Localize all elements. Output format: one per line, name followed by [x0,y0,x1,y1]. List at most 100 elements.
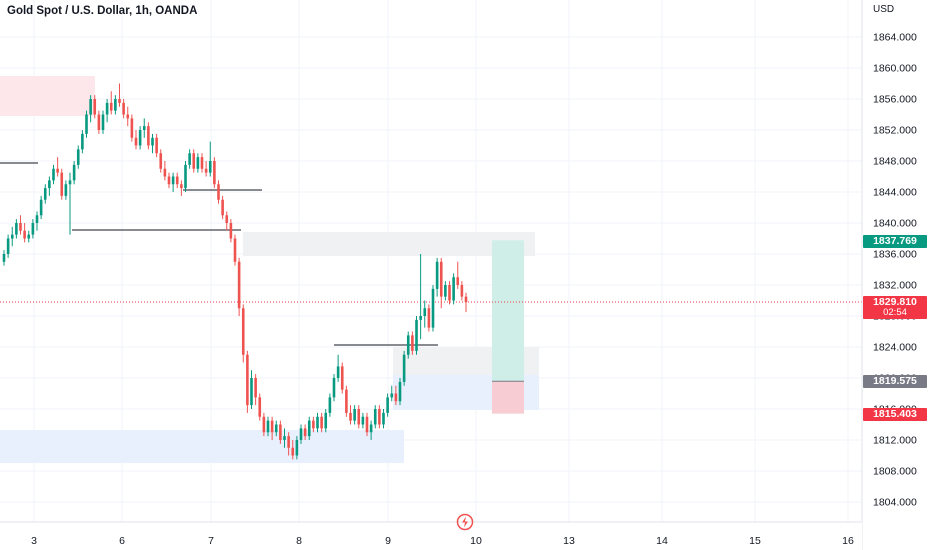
bar-countdown: 02:54 [883,307,907,318]
y-tick-label: 1860.000 [873,63,917,75]
candle-body [184,164,187,189]
candle-body [64,184,68,196]
candle-body [357,409,361,425]
y-tick-label: 1804.000 [873,497,917,509]
candle-body [118,99,121,103]
candle-body [349,412,352,421]
x-tick-label: 3 [31,535,37,547]
y-tick-label: 1856.000 [873,94,917,106]
candle-body [138,130,142,146]
snapshot-icon[interactable] [456,513,474,531]
candle-body [328,397,332,413]
candle-body [204,168,208,173]
chart-title: Gold Spot / U.S. Dollar, 1h, OANDA [7,5,198,17]
candle-body [56,168,59,173]
candle-body [134,137,138,146]
position-loss-zone [492,381,524,414]
candle-body [279,424,282,440]
candle-body [423,308,427,316]
candle-body [419,316,422,320]
candle-body [303,428,307,437]
candle-body [180,184,183,189]
x-tick-label: 14 [656,535,668,547]
candle-body [254,378,257,398]
supply-zone [0,76,95,116]
candle-body [39,199,43,216]
currency-label: USD [873,4,895,15]
candle-body [10,234,14,239]
candle-body [365,416,369,433]
candle-body [431,288,435,328]
candle-body [126,114,130,119]
y-tick-label: 1844.000 [873,187,917,199]
candle-body [373,409,377,425]
candle-body [435,261,439,289]
supply-zone-grey [243,232,535,256]
candle-body [361,416,365,425]
candle-body [427,308,431,328]
candle-body [283,436,286,440]
candle-body [122,102,125,115]
candle-body [402,354,406,382]
candle-body [229,223,233,239]
candle-body [221,199,224,216]
candle-body [35,215,39,223]
candle-body [378,409,381,425]
x-tick-label: 8 [296,535,302,547]
y-tick-label: 1832.000 [873,280,917,292]
candle-body [114,99,117,111]
y-tick-label: 1840.000 [873,218,917,230]
candle-body [336,366,340,378]
y-tick-label: 1852.000 [873,125,917,137]
candle-body [208,161,212,173]
y-tick-label: 1836.000 [873,249,917,261]
x-tick-label: 13 [563,535,575,547]
candle-body [159,153,163,169]
candle-body [299,428,303,440]
y-tick-label: 1824.000 [873,342,917,354]
candle-body [101,114,105,130]
candle-body [175,176,179,185]
candle-body [52,168,55,181]
candle-body [369,424,373,433]
candle-body [6,238,10,254]
x-tick-label: 7 [208,535,214,547]
y-tick-label: 1848.000 [873,156,917,168]
candle-body [406,335,410,355]
candle-body [167,176,171,185]
candle-body [345,389,348,413]
candle-body [31,223,35,235]
candle-body [237,261,241,309]
candle-body [23,230,26,239]
candle-body [316,416,319,429]
candle-body [452,277,455,301]
last-price-value: 1829.810 [873,296,917,308]
candle-body [196,157,200,169]
candle-body [340,366,344,390]
entry-price-tag: 1819.575 [863,375,927,388]
candle-body [213,161,216,185]
candle-body [60,172,64,196]
candle-body [411,335,414,351]
candle-body [274,424,278,433]
candle-body [444,285,447,297]
candle-body [448,285,451,301]
candle-body [291,447,295,456]
candle-body [312,420,315,429]
price-axis-bg [862,0,932,550]
candle-body [192,153,196,169]
candle-body [76,149,80,165]
candle-body [460,285,464,297]
candle-body [456,277,460,285]
candle-body [109,102,113,111]
candle-body [320,416,323,429]
candle-body [262,416,266,433]
y-tick-label: 1812.000 [873,435,917,447]
candle-body [97,114,101,130]
candle-body [287,436,290,448]
candle-body [85,114,88,134]
candle-body [15,223,18,235]
candle-body [130,118,134,138]
candle-body [241,308,245,355]
